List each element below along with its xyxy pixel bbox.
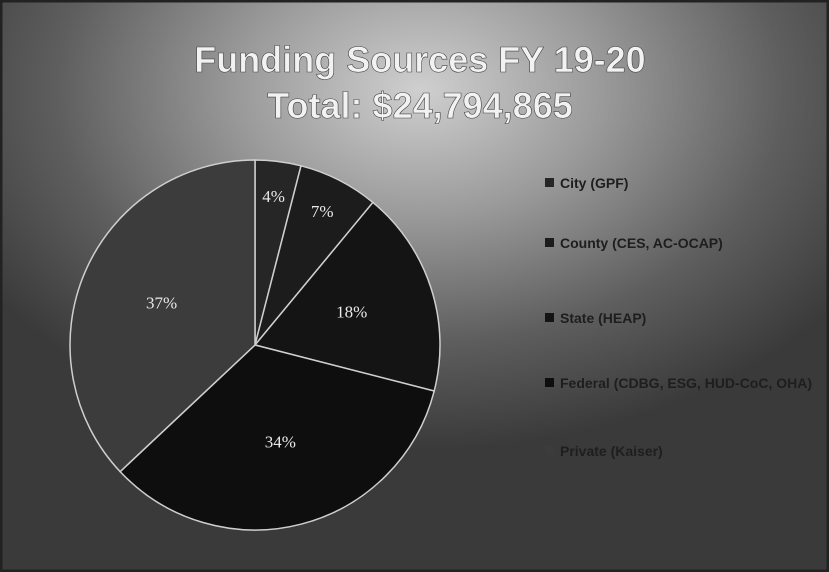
legend-swatch (545, 446, 554, 455)
data-label: 4% (262, 187, 285, 206)
data-label: 18% (336, 302, 367, 321)
legend-swatch (545, 238, 554, 247)
legend-label: Private (Kaiser) (560, 443, 663, 459)
legend-item: Federal (CDBG, ESG, HUD-CoC, OHA) (545, 372, 827, 394)
pie-slice (253, 201, 441, 392)
legend-item: Private (Kaiser) (545, 440, 827, 462)
legend-label: City (GPF) (560, 175, 629, 191)
legend-swatch (545, 378, 554, 387)
legend-label: State (HEAP) (560, 310, 647, 326)
data-label: 7% (311, 202, 334, 221)
pie-slice (119, 344, 436, 531)
legend-swatch (545, 313, 554, 322)
pie-slice (69, 159, 256, 473)
data-label: 37% (146, 293, 177, 312)
legend-item: County (CES, AC-OCAP) (545, 232, 827, 254)
legend-item: State (HEAP) (545, 307, 827, 329)
legend-item: City (GPF) (545, 172, 827, 194)
legend-label: County (CES, AC-OCAP) (560, 235, 723, 251)
chart-title: Funding Sources FY 19-20 (194, 39, 645, 80)
legend-label: Federal (CDBG, ESG, HUD-CoC, OHA) (560, 375, 813, 391)
legend-swatch (545, 178, 554, 187)
chart-subtitle: Total: $24,794,865 (267, 85, 573, 126)
data-label: 34% (265, 432, 296, 451)
